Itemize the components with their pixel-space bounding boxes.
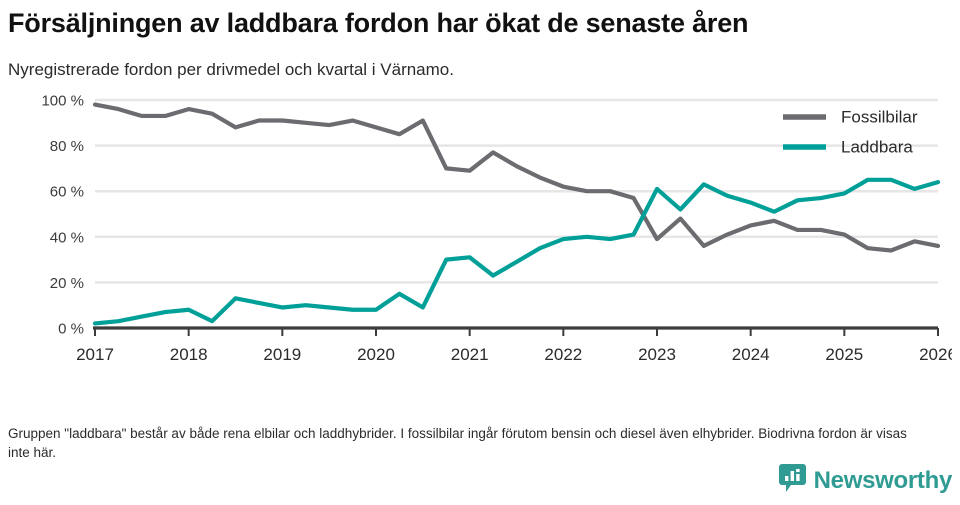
x-axis-tick-label: 2017 — [76, 345, 114, 364]
legend-label: Fossilbilar — [841, 108, 918, 127]
x-axis-tick-label: 2020 — [357, 345, 395, 364]
chart-subtitle: Nyregistrerade fordon per drivmedel och … — [8, 60, 454, 80]
y-axis-tick-label: 100 % — [41, 93, 84, 110]
line-chart-svg: 0 % 20 % 40 % 60 % 80 % 100 % 2017 2018 2019 202… — [41, 93, 952, 365]
chart-footnote: Gruppen "laddbara" består av både rena e… — [8, 426, 907, 460]
x-axis-tick-label: 2022 — [544, 345, 582, 364]
y-axis-tick-labels: 0 % 20 % 40 % 60 % 80 % 100 % — [41, 93, 84, 338]
data-series-group — [92, 102, 941, 326]
y-axis-tick-label: 60 % — [50, 184, 84, 201]
x-axis-tick-label: 2024 — [732, 345, 770, 364]
newsworthy-brand: Newsworthy — [778, 464, 953, 497]
x-axis-tick-label: 2025 — [825, 345, 863, 364]
x-axis-tick-labels: 2017 2018 2019 2020 2021 2022 2023 2024 2025 2026 — [76, 345, 952, 364]
x-axis-tick-label: 2023 — [638, 345, 676, 364]
x-axis-tick-label: 2026 — [919, 345, 952, 364]
series-line-laddbara — [92, 178, 941, 326]
chart-plot-area: 0 % 20 % 40 % 60 % 80 % 100 % 2017 2018 2019 202… — [8, 92, 952, 382]
series-line-fossilbilar — [92, 102, 941, 253]
x-axis-group — [93, 326, 939, 337]
x-axis-tick-label: 2021 — [451, 345, 489, 364]
x-axis-tick-label: 2018 — [170, 345, 208, 364]
bar-chart-speech-bubble-icon — [778, 464, 806, 497]
y-axis-tick-label: 80 % — [50, 138, 84, 155]
y-axis-tick-label: 20 % — [50, 275, 84, 292]
x-axis-tick-label: 2019 — [263, 345, 301, 364]
y-axis-tick-label: 0 % — [58, 321, 84, 338]
brand-name: Newsworthy — [813, 466, 953, 494]
legend-label: Laddbara — [841, 138, 913, 157]
gridlines-group — [95, 99, 938, 284]
page-title: Försäljningen av laddbara fordon har öka… — [8, 8, 749, 38]
y-axis-tick-label: 40 % — [50, 230, 84, 247]
chart-legend: Fossilbilar Laddbara — [783, 108, 918, 157]
